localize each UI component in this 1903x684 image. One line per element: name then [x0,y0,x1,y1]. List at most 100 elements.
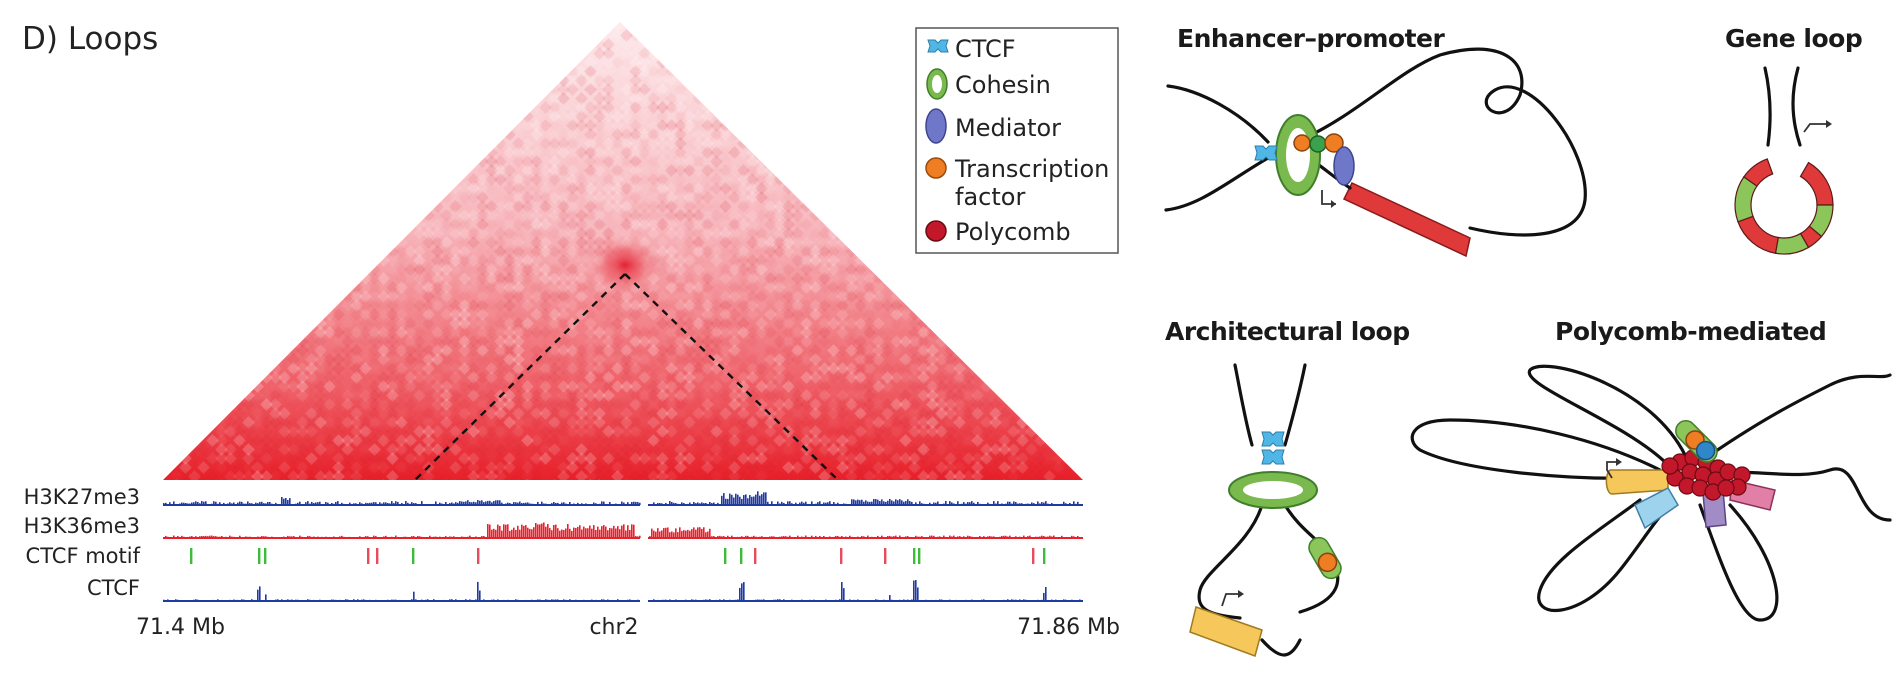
heatmap-cell [1079,344,1083,357]
heatmap-cell [242,38,255,51]
heatmap-cell [539,74,552,87]
heatmap-cell [163,281,174,294]
heatmap-cell [1079,254,1083,267]
heatmap-cell [890,110,903,123]
heatmap-cell [233,119,246,132]
heatmap-cell [170,227,183,240]
heatmap-cell [854,227,867,240]
heatmap-cell [251,299,264,312]
heatmap-cell [422,65,435,78]
heatmap-cell [260,83,273,96]
heatmap-cell [296,56,309,69]
heatmap-cell [881,263,894,276]
heatmap-cell [548,65,561,78]
heatmap-cell [854,92,867,105]
heatmap-cell [368,236,381,249]
heatmap-cell [917,290,930,303]
heatmap-cell [206,389,219,402]
heatmap-cell [323,164,336,177]
heatmap-cell [278,218,291,231]
heatmap-cell [854,29,867,42]
heatmap-cell [404,83,417,96]
heatmap-cell [251,362,264,375]
heatmap-cell [413,83,426,96]
heatmap-cell [197,371,210,384]
heatmap-cell [305,83,318,96]
heatmap-cell [332,254,345,267]
heatmap-cell [386,65,399,78]
heatmap-cell [692,20,705,33]
heatmap-cell [521,83,534,96]
heatmap-cell [368,119,381,132]
heatmap-cell [386,200,399,213]
heatmap-cell [332,173,345,186]
heatmap-cell [224,191,237,204]
heatmap-cell [575,38,588,51]
heatmap-cell [980,362,993,375]
heatmap-cell [998,380,1011,393]
heatmap-cell [863,101,876,114]
heatmap-cell [845,65,858,78]
heatmap-cell [674,29,687,42]
heatmap-cell [890,38,903,51]
heatmap-cell [764,22,777,33]
heatmap-cell [1070,416,1083,429]
heatmap-cell [413,110,426,123]
heatmap-cell [431,164,444,177]
heatmap-cell [386,74,399,87]
heatmap-cell [233,380,246,393]
heatmap-cell [1052,290,1065,303]
heatmap-cell [467,22,480,33]
heatmap-cell [251,272,264,285]
heatmap-cell [179,74,192,87]
heatmap-cell [341,110,354,123]
heatmap-cell [962,290,975,303]
heatmap-cell [890,137,903,150]
heatmap-cell [458,110,471,123]
heatmap-cell [413,38,426,51]
heatmap-cell [1061,398,1074,411]
heatmap-cell [755,128,768,141]
heatmap-cell [332,245,345,258]
heatmap-cell [269,137,282,150]
heatmap-cell [332,83,345,96]
heatmap-cell [710,29,723,42]
heatmap-cell [773,110,786,123]
heatmap-cell [350,38,363,51]
heatmap-cell [404,101,417,114]
heatmap-cell [170,92,183,105]
heatmap-cell [314,92,327,105]
heatmap-cell [404,182,417,195]
heatmap-cell [314,254,327,267]
heatmap-cell [485,92,498,105]
heatmap-cell [944,308,957,321]
heatmap-cell [1034,290,1047,303]
heatmap-cell [368,38,381,51]
heatmap-cell [197,182,210,195]
heatmap-cell [251,263,264,276]
heatmap-cell [494,236,507,249]
heatmap-cell [251,65,264,78]
heatmap-cell [305,290,318,303]
heatmap-cell [863,218,876,231]
heatmap-cell [359,101,372,114]
heatmap-cell [431,128,444,141]
heatmap-cell [476,29,489,42]
heatmap-cell [917,254,930,267]
heatmap-cell [413,65,426,78]
heatmap-cell [206,344,219,357]
heatmap-cell [395,200,408,213]
heatmap-cell [440,236,453,249]
heatmap-cell [782,155,795,168]
heatmap-cell [296,299,309,312]
heatmap-cell [260,191,273,204]
heatmap-cell [1070,281,1083,294]
heatmap-cell [944,281,957,294]
heatmap-cell [323,182,336,195]
heatmap-cell [269,344,282,357]
heatmap-cell [953,272,966,285]
heatmap-cell [386,191,399,204]
heatmap-cell [260,308,273,321]
heatmap-cell [899,272,912,285]
heatmap-cell [206,65,219,78]
